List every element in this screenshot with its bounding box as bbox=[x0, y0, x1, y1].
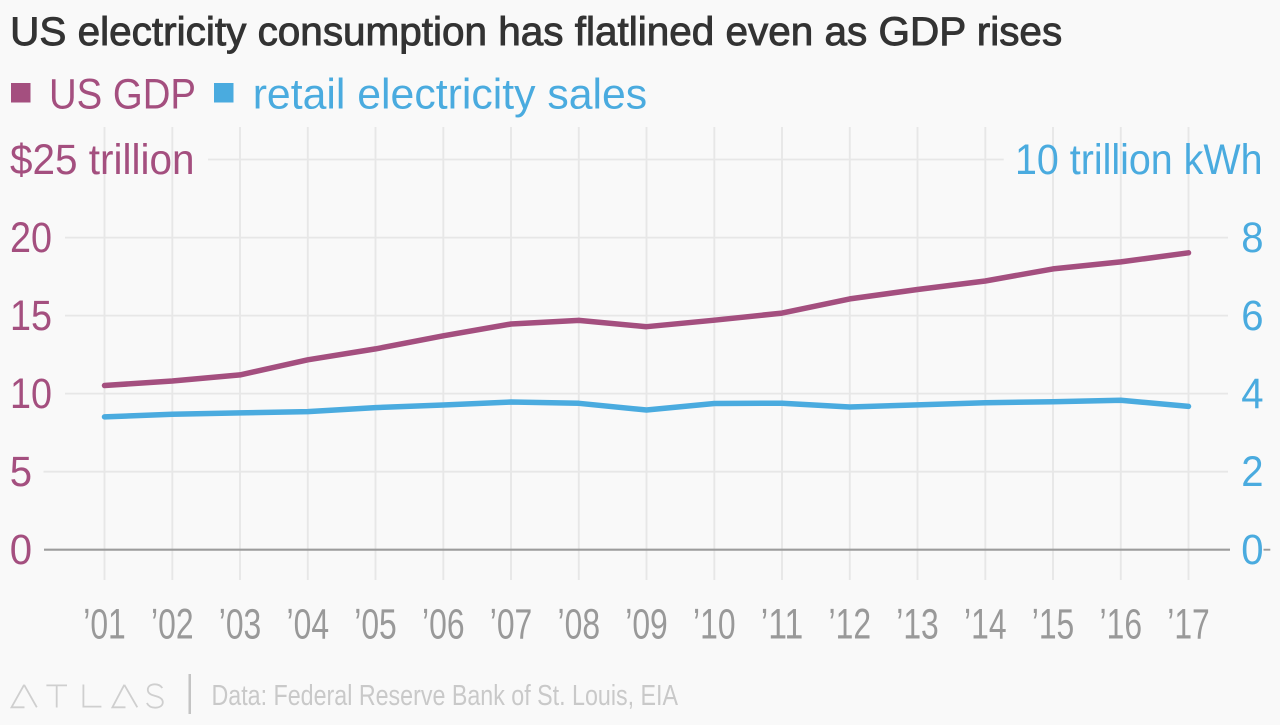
svg-text:’08: ’08 bbox=[558, 602, 601, 649]
svg-text:’15: ’15 bbox=[1032, 602, 1075, 649]
svg-text:’07: ’07 bbox=[490, 602, 533, 649]
svg-text:’01: ’01 bbox=[83, 602, 126, 649]
svg-text:US electricity consumption has: US electricity consumption has flatlined… bbox=[10, 10, 1062, 54]
svg-text:US GDP: US GDP bbox=[49, 71, 196, 119]
svg-text:’14: ’14 bbox=[964, 602, 1007, 649]
svg-text:0: 0 bbox=[10, 527, 32, 574]
svg-text:’13: ’13 bbox=[896, 602, 939, 649]
svg-text:$25 trillion: $25 trillion bbox=[10, 137, 195, 184]
svg-text:6: 6 bbox=[1241, 293, 1263, 340]
svg-text:’11: ’11 bbox=[761, 602, 804, 649]
svg-text:20: 20 bbox=[10, 215, 52, 262]
svg-text:’02: ’02 bbox=[151, 602, 194, 649]
svg-text:5: 5 bbox=[10, 449, 32, 496]
svg-text:’16: ’16 bbox=[1100, 602, 1143, 649]
svg-text:’09: ’09 bbox=[625, 602, 668, 649]
svg-text:8: 8 bbox=[1241, 215, 1263, 262]
svg-text:2: 2 bbox=[1241, 449, 1263, 496]
svg-text:’17: ’17 bbox=[1167, 602, 1210, 649]
svg-text:’06: ’06 bbox=[422, 602, 465, 649]
svg-text:retail electricity sales: retail electricity sales bbox=[253, 71, 648, 119]
svg-text:’10: ’10 bbox=[693, 602, 736, 649]
svg-text:’05: ’05 bbox=[354, 602, 397, 649]
svg-text:10 trillion kWh: 10 trillion kWh bbox=[1015, 137, 1263, 184]
svg-text:’04: ’04 bbox=[287, 602, 330, 649]
svg-text:15: 15 bbox=[10, 293, 52, 340]
svg-text:10: 10 bbox=[10, 371, 52, 418]
svg-text:Data: Federal Reserve Bank of: Data: Federal Reserve Bank of St. Louis,… bbox=[212, 680, 679, 712]
svg-text:’03: ’03 bbox=[219, 602, 262, 649]
svg-text:4: 4 bbox=[1241, 371, 1263, 418]
svg-text:0: 0 bbox=[1241, 527, 1263, 574]
svg-text:’12: ’12 bbox=[829, 602, 872, 649]
